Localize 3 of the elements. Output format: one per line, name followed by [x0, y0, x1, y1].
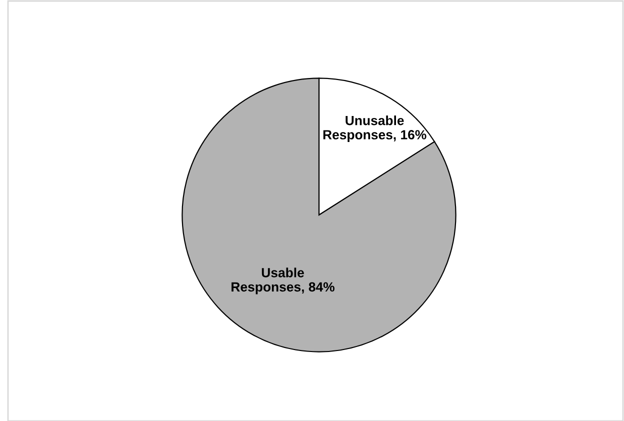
- slice-label: Usable Responses, 84%: [232, 268, 334, 294]
- slice-label: Unusable Responses, 16%: [323, 116, 426, 142]
- pie-slice: [182, 78, 456, 352]
